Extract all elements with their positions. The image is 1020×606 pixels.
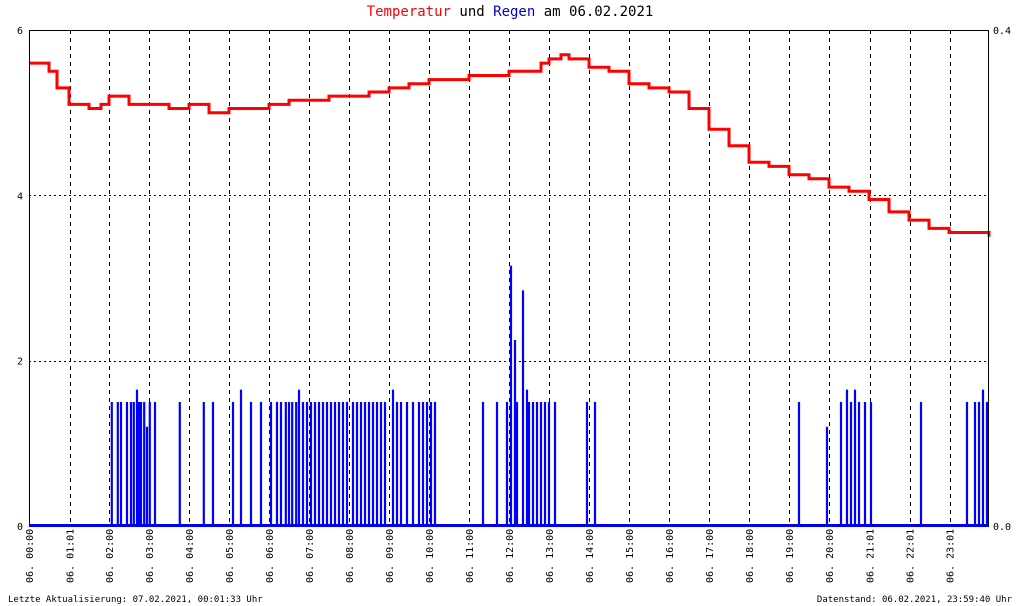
x-tick-label: 06. 00:00 <box>25 529 36 583</box>
x-tick-label: 06. 20:00 <box>825 529 836 583</box>
x-tick-label: 06. 02:00 <box>105 529 116 583</box>
y-tick-label-left: 2 <box>17 357 23 368</box>
title-and: und <box>459 4 485 20</box>
x-tick-label: 06. 17:00 <box>705 529 716 583</box>
x-tick-label: 06. 03:00 <box>145 529 156 583</box>
x-tick-label: 06. 14:00 <box>585 529 596 583</box>
x-tick-label: 06. 13:00 <box>545 529 556 583</box>
data-status-label: Datenstand: 06.02.2021, 23:59:40 Uhr <box>816 595 1012 605</box>
x-tick-label: 06. 12:00 <box>505 529 516 583</box>
x-tick-label: 06. 07:00 <box>305 529 316 583</box>
x-tick-label: 06. 04:00 <box>185 529 196 583</box>
last-update-label: Letzte Aktualisierung: 07.02.2021, 00:01… <box>8 595 263 605</box>
title-date: am 06.02.2021 <box>543 4 654 20</box>
y-tick-label-left: 6 <box>17 26 23 37</box>
x-tick-label: 06. 09:00 <box>385 529 396 583</box>
y-tick-label-right: 0.0 <box>993 522 1011 533</box>
x-tick-label: 06. 19:00 <box>785 529 796 583</box>
title-rain: Regen <box>493 4 536 20</box>
title-temperature: Temperatur <box>366 4 451 20</box>
x-tick-label: 06. 23:01 <box>946 529 957 583</box>
series-regen <box>110 265 989 526</box>
x-tick-label: 06. 16:00 <box>665 529 676 583</box>
x-tick-label: 06. 06:00 <box>265 529 276 583</box>
x-tick-label: 06. 10:00 <box>425 529 436 583</box>
y-tick-label-right: 0.4 <box>993 26 1011 37</box>
x-tick-label: 06. 21:01 <box>866 529 877 583</box>
x-tick-label: 06. 15:00 <box>625 529 636 583</box>
chart-title: Temperatur und Regen am 06.02.2021 <box>0 4 1020 20</box>
series-temperatur <box>29 53 991 237</box>
x-tick-label: 06. 22:01 <box>906 529 917 583</box>
x-tick-label: 06. 05:00 <box>225 529 236 583</box>
x-tick-label: 06. 18:00 <box>745 529 756 583</box>
y-tick-label-left: 4 <box>17 191 23 202</box>
plot-frame <box>29 30 989 526</box>
x-tick-label: 06. 08:00 <box>345 529 356 583</box>
x-tick-label: 06. 01:01 <box>66 529 77 583</box>
y-tick-label-left: 0 <box>17 522 23 533</box>
x-tick-label: 06. 11:00 <box>465 529 476 583</box>
